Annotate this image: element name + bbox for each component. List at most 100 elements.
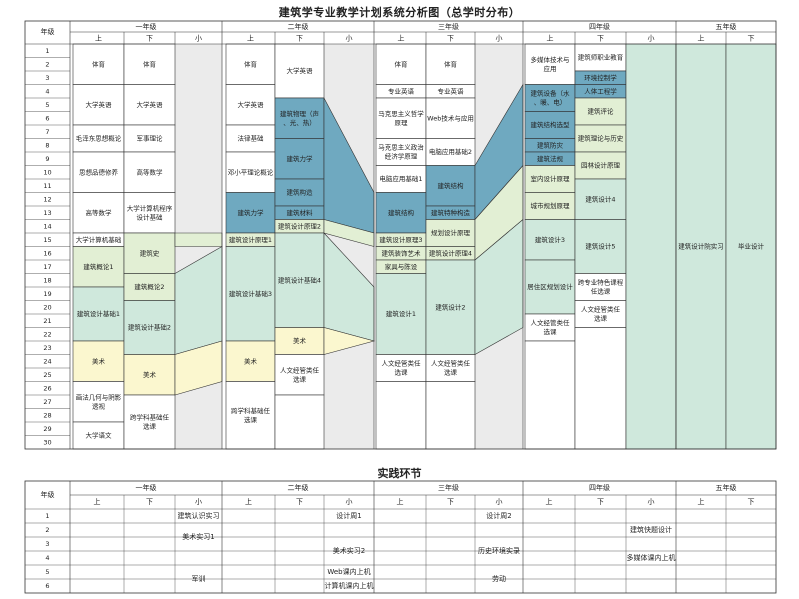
y4u-hum <box>524 313 576 342</box>
course-label: 人文经管类任 <box>431 359 471 368</box>
y3d-plan <box>425 219 476 247</box>
course-label: 马克思主义哲学 <box>378 109 424 118</box>
practice-sem-header: 上 <box>546 497 553 506</box>
course-label: 毕业设计 <box>738 242 765 251</box>
row-number: 25 <box>43 371 51 379</box>
course-label: 人文经管类任 <box>531 318 571 327</box>
course-label: 建筑设计原理2 <box>278 221 321 230</box>
y5-thesis <box>725 43 777 450</box>
row-number: 14 <box>43 222 51 230</box>
y2u-pe <box>225 43 276 85</box>
course-label: 大学英语 <box>86 100 113 109</box>
course-label: 建筑物理（声 <box>280 109 320 118</box>
course-label: 设计基础 <box>137 212 164 221</box>
sem-header-8: 小 <box>496 34 503 43</box>
sem-header-3: 上 <box>247 34 254 43</box>
sem-header-5: 小 <box>346 34 353 43</box>
practice-row-number: 3 <box>45 540 49 548</box>
page-title: 建筑学专业教学计划系统分析图（总学时分布） <box>278 6 521 19</box>
practice-row-number: 4 <box>45 554 49 562</box>
practice-sem-header: 小 <box>346 497 353 506</box>
course-label: 城市规划原理 <box>531 201 571 210</box>
practice-row-number: 5 <box>45 568 49 576</box>
course-label: 建筑设备（水 <box>531 89 571 98</box>
course-label: 大学计算机基础 <box>76 235 122 244</box>
row-number: 11 <box>43 182 51 190</box>
course-label: 法律基础 <box>238 134 265 143</box>
course-label: 建筑概论2 <box>134 282 164 291</box>
y1u-design1 <box>72 286 125 342</box>
course-label: 建筑设计4 <box>585 194 615 203</box>
row-number: 6 <box>45 114 49 122</box>
row-number: 1 <box>45 47 49 55</box>
practice-item: Web课内上机 <box>327 567 370 576</box>
year-header-5: 五年级 <box>716 22 737 31</box>
course-label: 大学英语 <box>287 66 314 75</box>
practice-grade-header: 年级 <box>41 490 55 499</box>
row-number: 9 <box>45 155 49 163</box>
practice-sem-header: 小 <box>496 497 503 506</box>
course-label: 大学计算机程序 <box>127 203 173 212</box>
practice-item: 计算机课内上机 <box>325 581 374 590</box>
sem-header-4: 下 <box>296 35 303 43</box>
practice-year-header: 二年级 <box>288 483 309 492</box>
practice-sem-header: 下 <box>447 498 454 506</box>
course-label: 马克思主义政治 <box>378 143 424 152</box>
sem-header-0: 上 <box>95 34 102 43</box>
y4u-residential <box>524 259 576 315</box>
practice-item: 美术实习1 <box>182 532 214 541</box>
y1u-math <box>72 192 125 234</box>
y1u-eng <box>72 84 125 126</box>
y4u-blank <box>524 340 576 450</box>
course-label: 建筑设计原理4 <box>429 248 472 257</box>
practice-year-header: 三年级 <box>438 483 459 492</box>
course-label: 建筑力学 <box>238 208 265 217</box>
main-table-border <box>24 20 777 450</box>
y3d-hum <box>425 354 476 382</box>
y1d-prog <box>123 192 176 234</box>
course-label: 体育 <box>395 59 409 68</box>
course-label: 环境控制学 <box>584 73 617 82</box>
sem-header-12: 上 <box>698 34 705 43</box>
y1u-geom <box>72 381 125 423</box>
row-number: 3 <box>45 74 49 82</box>
course-label: 高等数学 <box>86 208 113 217</box>
course-label: 多媒体技术与 <box>531 55 570 64</box>
course-label: 思想品德修养 <box>79 167 119 176</box>
practice-sem-header: 上 <box>397 497 404 506</box>
course-label: 选课 <box>544 327 558 336</box>
course-label: 人文经管类任 <box>581 305 621 314</box>
course-label: 电脑应用基础1 <box>379 174 422 183</box>
course-label: 建筑评论 <box>588 107 615 116</box>
practice-item: 建筑快题设计 <box>630 525 672 534</box>
sem-header-7: 下 <box>447 35 454 43</box>
course-label: 美术 <box>293 336 307 345</box>
y2u-mech <box>225 192 276 234</box>
course-label: 电脑应用基础2 <box>429 147 472 156</box>
course-label: 建筑设计3 <box>535 235 565 244</box>
y4d-design4 <box>574 178 627 220</box>
practice-item: 美术实习2 <box>333 546 365 555</box>
practice-sem-header: 下 <box>748 498 755 506</box>
year-header-2: 二年级 <box>288 22 309 31</box>
practice-section-title: 实践环节 <box>377 467 422 480</box>
course-label: 建筑力学 <box>287 154 314 163</box>
practice-row-number: 1 <box>45 512 49 520</box>
row-number: 23 <box>43 344 51 352</box>
row-number: 10 <box>43 168 51 176</box>
practice-item: 建筑认识实习 <box>178 511 220 520</box>
course-label: 大学英语 <box>238 100 265 109</box>
course-label: 体育 <box>444 59 458 68</box>
course-label: 选课 <box>395 368 409 377</box>
course-label: 建筑设计基础1 <box>77 309 120 318</box>
practice-sem-header: 小 <box>648 497 655 506</box>
course-label: 建筑法规 <box>537 154 564 163</box>
course-label: 跨学科基础任 <box>130 413 170 422</box>
sem-header-10: 下 <box>597 35 604 43</box>
practice-year-header: 四年级 <box>589 483 610 492</box>
course-label: 毛泽东思想概论 <box>76 134 122 143</box>
y2u-eng <box>225 84 276 126</box>
row-number: 18 <box>43 276 51 284</box>
course-label: 高等数学 <box>137 167 164 176</box>
course-label: 建筑设计5 <box>585 242 615 251</box>
